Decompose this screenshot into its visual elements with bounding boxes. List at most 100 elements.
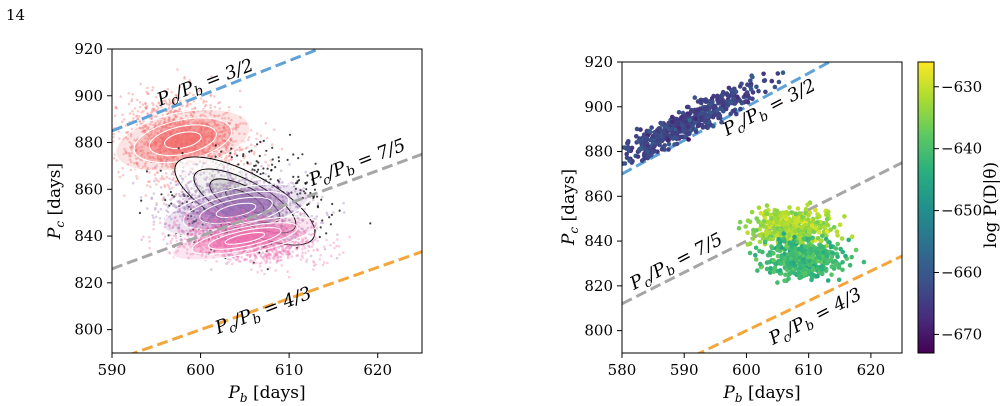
left-point bbox=[202, 101, 205, 104]
left-point bbox=[203, 105, 207, 108]
left-point bbox=[166, 112, 170, 116]
left-point bbox=[152, 223, 155, 226]
left-point bbox=[243, 181, 246, 184]
left-point bbox=[338, 253, 341, 256]
left-point bbox=[218, 152, 222, 156]
left-point bbox=[173, 121, 176, 125]
left-point bbox=[175, 94, 179, 97]
left-point bbox=[127, 151, 131, 155]
left-point bbox=[182, 150, 186, 153]
left-point bbox=[118, 137, 121, 140]
left-point bbox=[172, 157, 175, 161]
left-point bbox=[135, 143, 139, 146]
left-point bbox=[151, 114, 155, 117]
left-point bbox=[308, 201, 312, 204]
left-point bbox=[202, 189, 206, 193]
left-point bbox=[236, 154, 239, 157]
left-panel: Pc/Pb = 3/2Pc/Pb = 7/5Pc/Pb = 4/3 590 600… bbox=[45, 40, 423, 405]
left-point bbox=[140, 145, 144, 149]
left-point bbox=[244, 173, 248, 177]
left-point bbox=[168, 177, 171, 180]
left-point bbox=[262, 139, 265, 142]
left-point bbox=[211, 154, 214, 158]
left-point bbox=[225, 148, 228, 152]
left-point bbox=[189, 180, 193, 183]
left-point bbox=[218, 152, 222, 156]
left-point bbox=[312, 268, 315, 271]
left-point bbox=[281, 253, 285, 256]
left-point bbox=[176, 158, 179, 161]
left-point bbox=[228, 128, 231, 131]
left-point bbox=[207, 154, 210, 157]
left-point bbox=[206, 218, 209, 222]
left-point bbox=[144, 102, 147, 106]
left-point bbox=[146, 86, 149, 90]
left-point bbox=[180, 190, 183, 193]
left-point bbox=[198, 90, 201, 93]
left-point bbox=[200, 149, 204, 152]
left-point bbox=[203, 213, 206, 217]
left-point bbox=[204, 151, 207, 155]
left-point bbox=[321, 263, 325, 267]
left-point bbox=[245, 146, 249, 150]
left-point bbox=[199, 173, 202, 176]
left-point bbox=[168, 162, 172, 166]
left-point bbox=[229, 152, 232, 155]
left-point bbox=[146, 207, 149, 210]
left-point bbox=[265, 149, 268, 152]
left-point bbox=[203, 150, 207, 154]
left-point bbox=[144, 194, 148, 197]
left-point bbox=[158, 121, 162, 125]
left-point bbox=[173, 149, 176, 153]
left-point bbox=[227, 143, 230, 147]
left-point bbox=[145, 170, 148, 173]
left-point bbox=[311, 240, 315, 244]
left-point bbox=[241, 148, 244, 151]
left-point bbox=[168, 118, 171, 121]
left-point bbox=[231, 140, 235, 143]
left-point bbox=[296, 254, 300, 257]
left-point bbox=[217, 136, 221, 139]
left-point bbox=[151, 214, 154, 217]
left-point bbox=[161, 135, 164, 138]
left-point bbox=[205, 122, 209, 126]
left-point bbox=[248, 150, 251, 153]
left-point bbox=[246, 161, 249, 164]
left-point bbox=[188, 127, 192, 130]
left-point bbox=[180, 228, 184, 232]
left-point bbox=[129, 134, 133, 138]
left-point bbox=[186, 198, 189, 202]
left-point bbox=[178, 85, 181, 89]
left-point bbox=[151, 88, 154, 92]
left-point bbox=[172, 117, 176, 121]
left-point bbox=[278, 177, 282, 181]
left-point bbox=[335, 244, 338, 248]
left-point bbox=[192, 110, 195, 114]
left-point bbox=[150, 132, 153, 136]
left-point bbox=[154, 215, 158, 219]
left-point bbox=[135, 123, 139, 126]
left-point bbox=[256, 208, 260, 212]
left-point bbox=[138, 115, 141, 118]
left-point bbox=[264, 172, 267, 176]
left-point bbox=[252, 262, 255, 265]
left-point bbox=[288, 163, 291, 166]
left-point bbox=[122, 194, 126, 197]
left-point bbox=[163, 133, 166, 136]
left-point bbox=[144, 165, 147, 168]
left-point bbox=[166, 126, 170, 130]
left-point bbox=[195, 125, 198, 128]
left-point bbox=[328, 216, 331, 219]
left-point bbox=[223, 139, 226, 142]
left-point bbox=[163, 177, 166, 181]
left-point bbox=[175, 151, 179, 154]
left-point bbox=[163, 225, 167, 229]
left-point bbox=[258, 154, 261, 158]
left-point bbox=[131, 145, 134, 148]
left-point bbox=[246, 178, 249, 182]
left-point bbox=[276, 259, 280, 263]
left-point bbox=[220, 130, 224, 134]
left-point bbox=[245, 176, 248, 179]
left-point bbox=[129, 133, 133, 136]
left-point bbox=[242, 162, 246, 166]
